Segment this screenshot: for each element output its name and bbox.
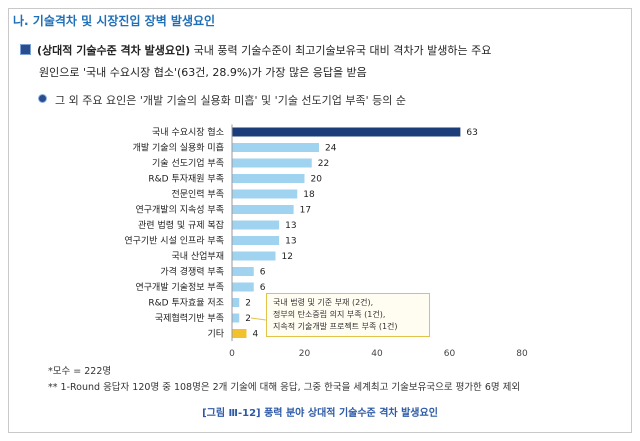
category-label: 개발 기술의 실용화 미흡 [133,142,224,154]
category-label: 연구개발의 지속성 부족 [135,205,224,216]
value-label: 22 [318,159,329,169]
sub-bullet-text: 그 외 주요 요인은 '개발 기술의 실용화 미흡' 및 '기술 선도기업 부족… [55,94,407,107]
category-label: 국제협력기반 부족 [155,312,224,324]
section-heading: 나. 기술격차 및 시장진입 장벽 발생요인 [13,14,216,28]
category-label: 국내 산업부재 [171,251,224,262]
footnote-respondents: ** 1-Round 응답자 120명 중 108명은 2개 기술에 대해 응답… [48,382,521,393]
bar [232,298,240,307]
x-tick-label: 60 [444,349,456,359]
value-label: 6 [260,283,266,293]
bar [232,282,254,292]
category-label: 관련 법령 및 규제 복잡 [138,219,224,231]
category-label: 연구기반 시설 인프라 부족 [124,236,224,247]
value-label: 18 [303,190,315,200]
value-label: 13 [285,237,296,247]
bar [232,220,280,230]
x-tick-label: 80 [516,349,528,359]
x-tick-label: 0 [229,349,235,359]
value-label: 6 [260,268,266,278]
summary-bullet: (상대적 기술수준 격차 발생요인) 국내 풍력 기술수준이 최고기술보유국 대… [20,40,620,84]
sub-bullet: 그 외 주요 요인은 '개발 기술의 실용화 미흡' 및 '기술 선도기업 부족… [38,92,406,108]
value-label: 24 [325,144,337,154]
bar [232,143,319,152]
footnote-sample: *모수 = 222명 [48,366,112,377]
value-label: 20 [311,175,323,185]
category-label: 국내 수요시장 협소 [152,126,224,138]
value-label: 4 [253,330,259,340]
callout-line: 지속적 기술개발 프로젝트 부족 (1건) [273,322,398,331]
bar [232,158,312,168]
summary-lead: (상대적 기술수준 격차 발생요인) [37,44,191,57]
footnotes: *모수 = 222명 ** 1-Round 응답자 120명 중 108명은 2… [48,364,520,396]
other-breakdown-callout: 국내 법령 및 기준 부재 (2건), 정부의 탄소중립 의지 부족 (1건),… [266,293,430,337]
callout-connector [250,317,267,321]
x-tick-label: 20 [299,349,311,359]
summary-line2: 원인으로 '국내 수요시장 협소'(63건, 28.9%)가 가장 많은 응답을… [39,66,367,79]
bar [232,205,294,214]
x-axis: 0 20 40 60 80 [229,124,528,359]
bar [232,251,276,261]
value-label: 17 [300,206,311,216]
square-bullet-icon [20,44,31,55]
value-label: 63 [466,128,477,138]
bar [232,267,254,276]
category-label: 연구개발 기술정보 부족 [135,282,224,293]
bar [232,329,247,338]
category-label: R&D 투자재원 부족 [148,174,224,185]
round-bullet-icon [38,94,47,103]
callout-line: 국내 법령 및 기준 부재 (2건), [273,298,374,307]
callout-line: 정부의 탄소중립 의지 부족 (1건), [273,310,386,319]
figure-caption: [그림 Ⅲ-12] 풍력 분야 상대적 기술수준 격차 발생요인 [202,408,438,419]
figure-frame [8,8,632,433]
category-label: 기술 선도기업 부족 [152,158,224,169]
category-label: 기타 [207,329,224,340]
category-label: 전문인력 부족 [171,188,224,200]
value-label: 2 [245,299,251,309]
value-label: 12 [282,252,293,262]
bar [232,189,298,199]
value-label: 2 [245,314,251,324]
summary-line1: 국내 풍력 기술수준이 최고기술보유국 대비 격차가 발생하는 주요 [190,44,492,57]
category-label: R&D 투자효율 저조 [148,298,224,309]
bar [232,313,240,323]
bar [232,174,305,183]
bar [232,127,461,137]
x-tick-label: 40 [371,349,383,359]
value-label: 13 [285,221,296,231]
bar [232,236,280,245]
category-label: 가격 경쟁력 부족 [160,266,224,278]
